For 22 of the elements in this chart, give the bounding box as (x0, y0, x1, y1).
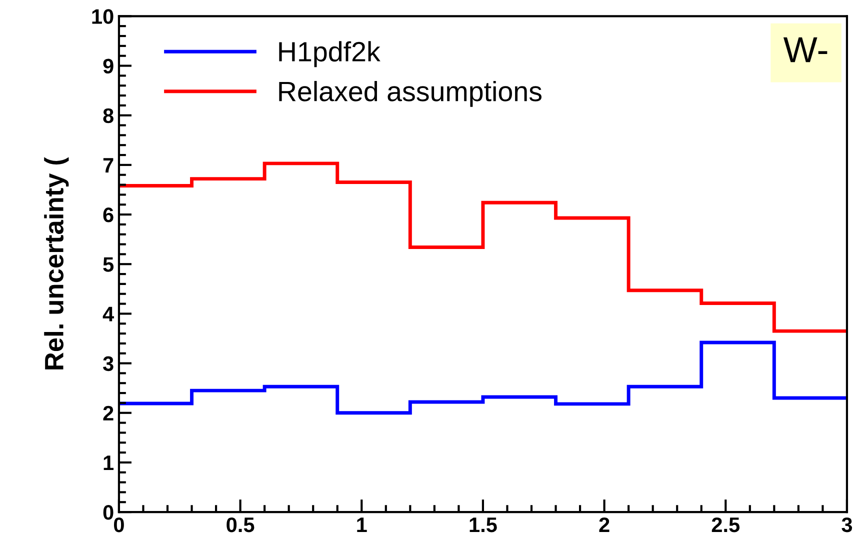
x-tick-label: 1 (357, 518, 367, 532)
y-tick-label: 3 (103, 356, 114, 372)
x-tick-label: 0.5 (226, 517, 254, 532)
x-tick-label: 2 (599, 517, 610, 532)
legend-label: Relaxed assumptions (279, 80, 542, 107)
y-tick-label: 8 (103, 108, 114, 124)
x-tick-label: 2.5 (712, 517, 740, 532)
y-tick-label: 5 (103, 257, 114, 272)
y-tick-label: 7 (103, 158, 114, 172)
y-tick-label: 0 (103, 505, 114, 520)
y-tick-label: 1 (104, 456, 114, 470)
legend-label: H1pdf2k (279, 41, 380, 68)
x-tick-label: 0 (114, 517, 124, 532)
x-tick-label: 3 (842, 517, 852, 532)
y-tick-label: 9 (103, 58, 114, 74)
y-tick-label: 6 (103, 208, 114, 222)
y-axis-title: Rel. uncertainty ( (44, 157, 69, 370)
annotation: W- (783, 37, 828, 62)
y-tick-label: 10 (92, 9, 114, 24)
y-tick-label: 2 (103, 406, 114, 420)
y-tick-label: 4 (102, 306, 114, 322)
x-tick-label: 1.5 (470, 518, 497, 532)
